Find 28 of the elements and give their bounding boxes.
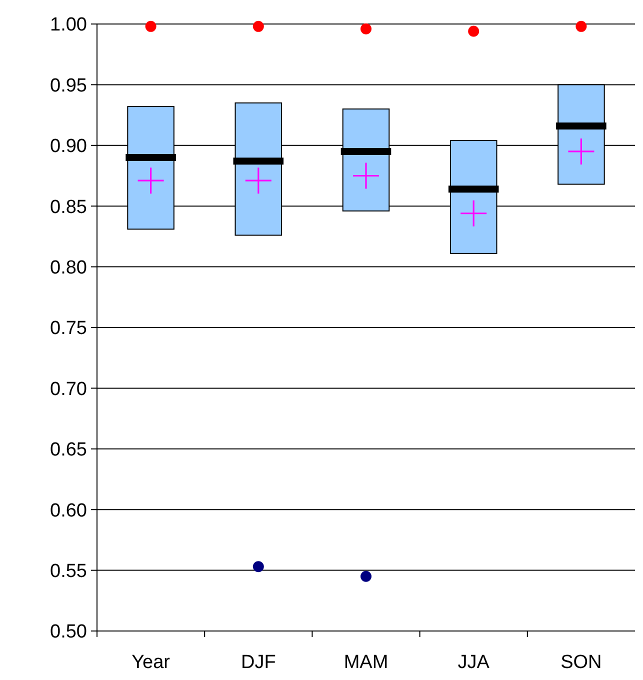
y-tick-label: 0.65 [50,440,87,461]
point [138,168,164,194]
y-tick-label: 0.55 [50,560,87,582]
point [145,20,156,32]
y-tick-label: 0.75 [50,318,87,340]
y-tick-label: 0.95 [50,75,87,96]
point [252,20,264,32]
point [252,561,264,572]
y-tick-label: 1.00 [50,14,87,36]
y-tick-label: 0.90 [50,136,87,158]
point [360,23,372,34]
y-tick-label: 0.60 [50,500,87,522]
point [568,138,594,164]
point [245,168,272,194]
point [360,570,372,582]
y-tick-label: 0.80 [50,257,87,278]
y-tick-label: 0.85 [50,196,87,218]
y-tick-label: 0.70 [50,378,87,400]
x-tick-label: MAM [344,652,388,673]
point [353,162,379,189]
x-tick-label: SON [560,652,602,673]
point [460,200,487,226]
y-tick-label: 0.50 [50,622,87,643]
point [576,20,587,32]
x-tick-label: JJA [458,652,490,673]
point [468,26,480,37]
x-tick-label: DJF [240,652,276,673]
x-tick-label: Year [132,652,171,673]
